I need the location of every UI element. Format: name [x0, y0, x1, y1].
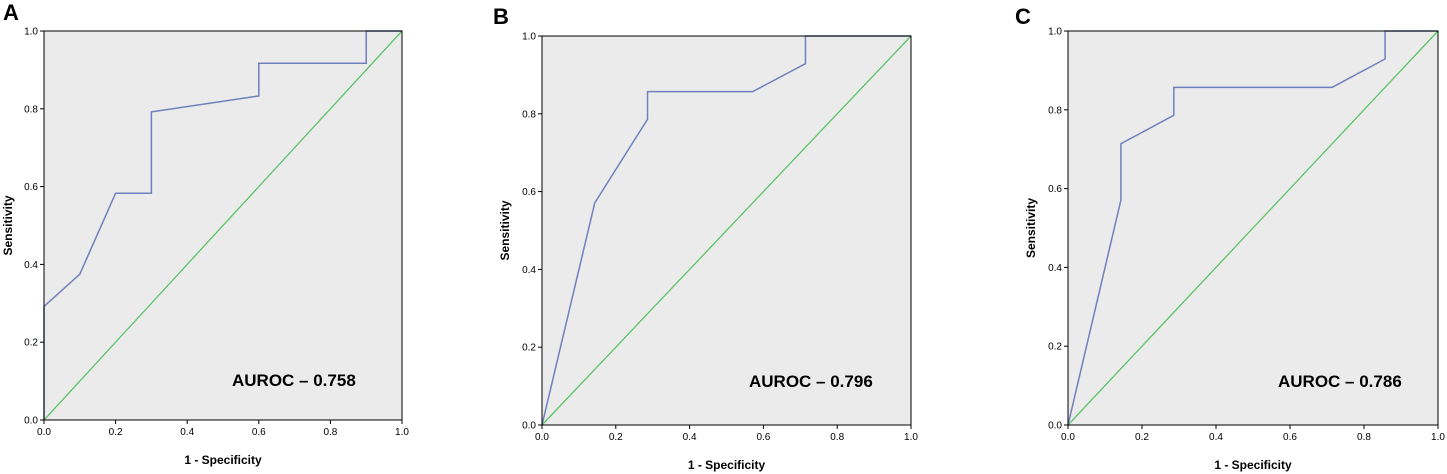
- chart-3-x-axis-title: 1 - Specificity: [1214, 458, 1292, 472]
- chart-1-x-tick-label: 0.8: [323, 427, 337, 438]
- chart-1-auroc-label: AUROC – 0.758: [232, 371, 356, 390]
- chart-1-y-tick-label: 0.4: [24, 260, 38, 271]
- chart-1-roc-curve: [43, 30, 402, 420]
- chart-1-x-tick-label: 0.4: [180, 427, 194, 438]
- chart-2-reference-line: [541, 35, 912, 426]
- chart-2-y-tick-label: 0.2: [522, 343, 536, 354]
- chart-2-y-tick-label: 0.6: [522, 187, 536, 198]
- chart-1-x-tick-label: 1.0: [395, 427, 409, 438]
- chart-3-x-tick-label: 0.8: [1357, 432, 1371, 443]
- chart-3-roc-curve: [1067, 30, 1438, 426]
- chart-2-y-tick-label: 0.0: [522, 421, 536, 432]
- panel-letter-c: C: [1015, 4, 1031, 29]
- chart-2-x-tick-label: 0.8: [830, 432, 844, 443]
- chart-3-y-tick-label: 0.8: [1048, 105, 1062, 116]
- chart-1-frame: [43, 30, 403, 421]
- chart-3-x-tick-label: 0.6: [1283, 432, 1297, 443]
- chart-3-x-tick-label: 1.0: [1431, 432, 1445, 443]
- chart-3-frame: [1067, 30, 1439, 426]
- chart-3-auroc-label: AUROC – 0.786: [1278, 372, 1402, 391]
- chart-1-y-tick-label: 0.6: [24, 182, 38, 193]
- chart-3-y-tick-label: 0.6: [1048, 184, 1062, 195]
- panel-letter-a: A: [3, 0, 19, 25]
- chart-1-x-axis-title: 1 - Specificity: [184, 453, 262, 467]
- chart-3-x-tick-label: 0.4: [1209, 432, 1223, 443]
- chart-3-reference-line: [1067, 30, 1439, 426]
- chart-1-y-tick-label: 0.8: [24, 104, 38, 115]
- chart-1-x-tick-label: 0.2: [109, 427, 123, 438]
- chart-3-y-tick-label: 0.4: [1048, 263, 1062, 274]
- panel-letter-b: B: [493, 4, 509, 29]
- chart-2-x-axis-title: 1 - Specificity: [688, 458, 766, 472]
- chart-3-y-tick-label: 1.0: [1048, 27, 1062, 38]
- chart-1-y-tick-label: 1.0: [24, 27, 38, 38]
- chart-1-x-tick-label: 0.0: [37, 427, 51, 438]
- chart-3-y-tick-label: 0.2: [1048, 342, 1062, 353]
- chart-2-y-tick-label: 0.4: [522, 265, 536, 276]
- chart-2-auroc-label: AUROC – 0.796: [749, 372, 873, 391]
- chart-1-y-tick-label: 0.0: [24, 416, 38, 427]
- chart-2-x-tick-label: 0.2: [609, 432, 623, 443]
- chart-1-y-axis-title: Sensitivity: [1, 195, 15, 255]
- chart-1-y-tick-label: 0.2: [24, 338, 38, 349]
- chart-3-y-axis-title: Sensitivity: [1024, 198, 1038, 258]
- chart-3-x-tick-label: 0.2: [1135, 432, 1149, 443]
- chart-2-x-tick-label: 0.0: [535, 432, 549, 443]
- chart-3-x-tick-label: 0.0: [1061, 432, 1075, 443]
- chart-2-x-tick-label: 0.4: [683, 432, 697, 443]
- chart-2-y-tick-label: 0.8: [522, 109, 536, 120]
- chart-2-roc-curve: [541, 35, 911, 426]
- chart-2-y-tick-label: 1.0: [522, 32, 536, 43]
- chart-2-y-axis-title: Sensitivity: [498, 200, 512, 260]
- chart-2-x-tick-label: 1.0: [904, 432, 918, 443]
- chart-1-x-tick-label: 0.6: [252, 427, 266, 438]
- chart-2-frame: [541, 35, 912, 426]
- chart-2-x-tick-label: 0.6: [756, 432, 770, 443]
- chart-3-y-tick-label: 0.0: [1048, 421, 1062, 432]
- chart-1-reference-line: [43, 30, 403, 421]
